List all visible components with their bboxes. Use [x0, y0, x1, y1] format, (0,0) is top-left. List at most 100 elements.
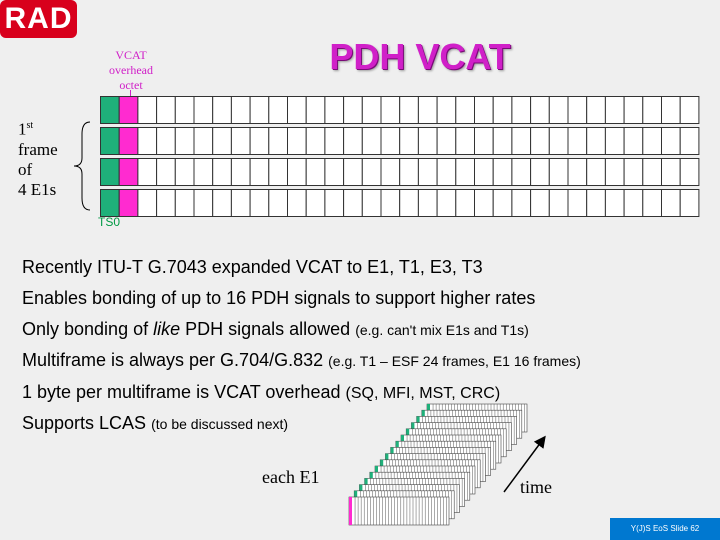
time-arrow-icon — [503, 435, 546, 493]
timeslot-cell — [399, 158, 419, 186]
timeslot-cell — [305, 189, 326, 217]
timeslot-cell — [156, 189, 176, 217]
stacked-frame-ts0 — [349, 497, 352, 525]
timeslot-cell — [642, 127, 662, 155]
ts0-cell — [100, 189, 120, 217]
timeslot-cell — [287, 96, 307, 124]
timeslot-cell — [399, 127, 419, 155]
timeslot-cell — [661, 158, 681, 186]
bullet-6-text: Supports LCAS — [22, 413, 147, 433]
timeslot-cell — [212, 189, 232, 217]
bullet-4: Multiframe is always per G.704/G.832 (e.… — [22, 350, 581, 371]
timeslot-cell — [604, 127, 625, 155]
timeslot-cell — [380, 189, 401, 217]
timeslot-cell — [455, 127, 475, 155]
timeslot-cell — [511, 158, 532, 186]
overhead-cell — [118, 189, 139, 217]
timeslot-cell — [586, 189, 606, 217]
timeslot-cell — [604, 189, 625, 217]
timeslot-cell — [417, 96, 438, 124]
frame-label-line-2: frame — [18, 139, 58, 159]
each-e1-label: each E1 — [262, 467, 320, 487]
timeslot-cell — [137, 189, 158, 217]
bullet-1: Recently ITU-T G.7043 expanded VCAT to E… — [22, 257, 483, 278]
timeslot-cell — [679, 96, 700, 124]
frame-ordinal-suffix: st — [26, 120, 34, 131]
timeslot-cell — [567, 158, 588, 186]
timeslot-cell — [661, 189, 681, 217]
timeslot-cell — [156, 127, 176, 155]
timeslot-cell — [604, 158, 625, 186]
timeslot-cell — [268, 158, 289, 186]
overhead-cell — [118, 158, 139, 186]
timeslot-cell — [586, 127, 606, 155]
timeslot-cell — [492, 96, 513, 124]
timeslot-cell — [230, 96, 251, 124]
overhead-octet-label: VCAT overhead octet — [96, 48, 166, 93]
overhead-label-line-2: overhead — [109, 63, 153, 77]
timeslot-cell — [567, 127, 588, 155]
timeslot-cell — [212, 96, 232, 124]
timeslot-cell — [137, 127, 158, 155]
overhead-label-line-1: VCAT — [115, 48, 147, 62]
timeslot-cell — [548, 189, 569, 217]
timeslot-cell — [511, 127, 532, 155]
timeslot-cell — [193, 158, 214, 186]
timeslot-cell — [436, 127, 457, 155]
timeslot-cell — [586, 158, 606, 186]
frame-brace — [73, 121, 91, 211]
timeslot-cell — [268, 189, 289, 217]
timeslot-cell — [492, 158, 513, 186]
timeslot-cell — [287, 189, 307, 217]
timeslot-cell — [661, 127, 681, 155]
timeslot-cell — [156, 158, 176, 186]
bullet-4-text: Multiframe is always per G.704/G.832 — [22, 350, 324, 370]
timeslot-cell — [380, 158, 401, 186]
timeslot-cell — [511, 189, 532, 217]
frame-label-line-1: 1st — [18, 116, 78, 140]
timeslot-cell — [193, 189, 214, 217]
frame-ordinal: 1 — [18, 119, 27, 139]
timeslot-cell — [249, 158, 270, 186]
timeslot-cell — [417, 158, 438, 186]
timeslot-cell — [361, 127, 382, 155]
timeslot-cell — [361, 189, 382, 217]
timeslot-cell — [230, 158, 251, 186]
timeslot-cell — [324, 158, 345, 186]
timeslot-cell — [642, 158, 662, 186]
overhead-cell — [118, 96, 139, 124]
timeslot-cell — [436, 158, 457, 186]
timeslot-cell — [474, 96, 494, 124]
timeslot-cell — [249, 127, 270, 155]
timeslot-cell — [623, 96, 644, 124]
timeslot-cell — [305, 158, 326, 186]
overhead-cell — [118, 127, 139, 155]
timeslot-cell — [343, 96, 363, 124]
timeslot-cell — [548, 127, 569, 155]
slide-title: PDH VCAT — [329, 36, 511, 77]
timeslot-cell — [324, 189, 345, 217]
timeslot-cell — [417, 189, 438, 217]
timeslot-cell — [174, 127, 195, 155]
timeslot-cell — [417, 127, 438, 155]
timeslot-cell — [604, 96, 625, 124]
ts0-cell — [100, 96, 120, 124]
timeslot-cell — [455, 189, 475, 217]
timeslot-cell — [530, 189, 550, 217]
timeslot-cell — [287, 127, 307, 155]
timeslot-cell — [530, 158, 550, 186]
timeslot-cell — [343, 189, 363, 217]
bullet-3-text-post: PDH signals allowed — [180, 319, 351, 339]
bullet-2: Enables bonding of up to 16 PDH signals … — [22, 288, 535, 309]
e1-frames-grid — [100, 96, 700, 217]
bullet-5-text: 1 byte per multiframe is VCAT overhead — [22, 382, 341, 402]
timeslot-cell — [455, 96, 475, 124]
timeslot-cell — [343, 127, 363, 155]
timeslot-cell — [380, 127, 401, 155]
timeslot-cell — [623, 127, 644, 155]
bullet-3-text-emphasis: like — [153, 319, 181, 339]
timeslot-cell — [530, 127, 550, 155]
timeslot-cell — [249, 96, 270, 124]
timeslot-cell — [399, 189, 419, 217]
timeslot-cell — [305, 96, 326, 124]
